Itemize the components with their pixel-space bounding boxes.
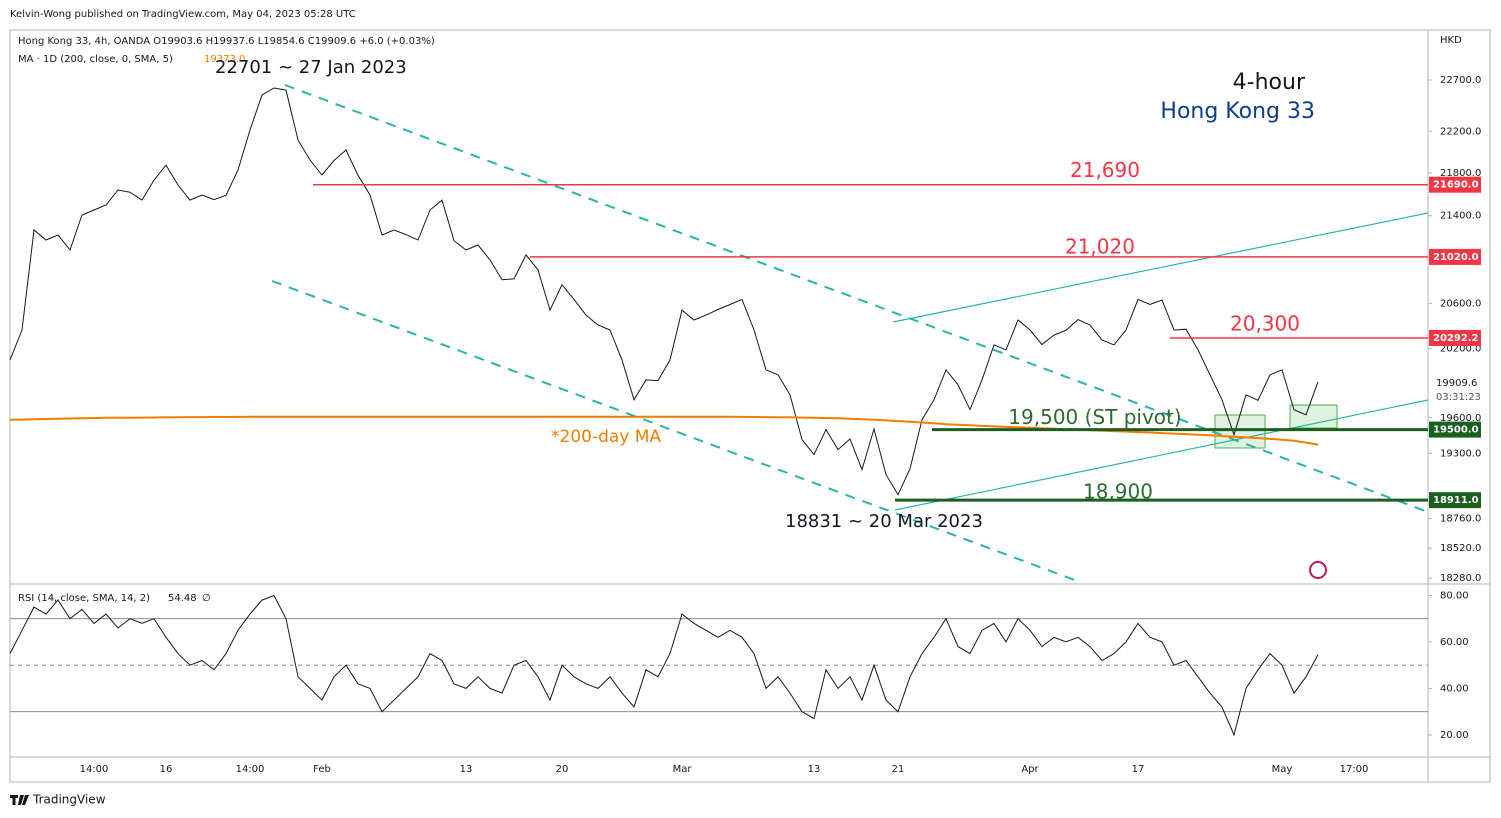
level-note: 18,900 <box>1083 480 1153 504</box>
brand: TradingView <box>32 793 106 807</box>
x-tick-label: 16 <box>160 764 173 775</box>
x-tick-label: Feb <box>313 764 331 775</box>
annotation: 18831 ~ 20 Mar 2023 <box>785 511 983 532</box>
rising-lower <box>894 399 1429 511</box>
frame <box>9 29 1491 783</box>
rsi-legend: RSI (14, close, SMA, 14, 2) <box>18 593 150 604</box>
y-tick-label: 80.00 <box>1440 590 1469 601</box>
level-note: 20,300 <box>1230 311 1300 335</box>
x-tick-label: Apr <box>1021 764 1039 775</box>
y-tick-label: 18760.0 <box>1440 514 1481 525</box>
x-tick-label: 17:00 <box>1340 764 1369 775</box>
y-tick-label: 22700.0 <box>1440 75 1481 86</box>
ma-legend: MA · 1D (200, close, 0, SMA, 5) <box>18 54 173 65</box>
level-badge <box>1429 421 1481 438</box>
x-tick-label: 14:00 <box>80 764 109 775</box>
brand-logo <box>10 795 29 805</box>
y-tick-label: 60.00 <box>1440 637 1469 648</box>
rsi-value: 54.48 <box>168 593 197 604</box>
y-tick-label: 19300.0 <box>1440 448 1481 459</box>
x-tick-label: 14:00 <box>236 764 265 775</box>
level-note: 21,690 <box>1070 158 1140 182</box>
channel-upper <box>284 84 1429 513</box>
symbol-legend: Hong Kong 33, 4h, OANDA O19903.6 H19937.… <box>18 36 435 47</box>
currency: HKD <box>1440 35 1462 46</box>
y-tick-label: 18520.0 <box>1440 543 1481 554</box>
x-tick-label: Mar <box>673 764 693 775</box>
series-line <box>9 594 1319 737</box>
byline: Kelvin-Wong published on TradingView.com… <box>10 9 356 20</box>
y-tick-label: 20.00 <box>1440 730 1469 741</box>
series-line <box>9 87 1319 496</box>
rising-channel <box>892 212 1429 511</box>
y-tick-label: 22200.0 <box>1440 126 1481 137</box>
channel <box>271 84 1429 583</box>
level-badge <box>1429 329 1481 346</box>
x-tick-label: May <box>1272 764 1293 775</box>
y-tick-label: 20600.0 <box>1440 298 1481 309</box>
y-tick-label: 21800.0 <box>1440 168 1481 179</box>
level-badge <box>1429 248 1481 265</box>
level-badge-label: 21020.0 <box>1433 252 1479 263</box>
x-tick-label: 17 <box>1132 764 1145 775</box>
y-tick-label: 18280.0 <box>1440 573 1481 584</box>
level-note: 19,500 (ST pivot) <box>1008 405 1181 429</box>
y-tick-label: 21400.0 <box>1440 211 1481 222</box>
event-icon[interactable] <box>1309 561 1327 579</box>
last-price: 19909.6 <box>1436 378 1477 389</box>
x-tick-label: 13 <box>460 764 473 775</box>
level-badge-label: 19500.0 <box>1433 425 1479 436</box>
ma-value: 19373.0 <box>204 54 245 65</box>
x-tick-label: 13 <box>808 764 821 775</box>
countdown: 03:31:23 <box>1436 392 1481 403</box>
level-note: 21,020 <box>1065 234 1135 258</box>
x-tick-label: 20 <box>556 764 569 775</box>
rising-upper <box>892 212 1429 323</box>
level-badge-label: 20292.2 <box>1433 333 1479 344</box>
highlight-box <box>1214 414 1266 449</box>
highlight-box <box>1289 404 1338 429</box>
title: Hong Kong 33 <box>1160 99 1315 124</box>
ma-annotation: *200-day MA <box>551 427 661 447</box>
level-badge <box>1429 492 1481 509</box>
y-tick-label: 40.00 <box>1440 683 1469 694</box>
level-badge-label: 18911.0 <box>1433 495 1479 506</box>
level-badge-label: 21690.0 <box>1433 180 1479 191</box>
rsi-flag: ∅ <box>202 593 211 604</box>
annotation: 22701 ~ 27 Jan 2023 <box>215 57 407 78</box>
y-tick-label: 20200.0 <box>1440 343 1481 354</box>
y-tick-label: 19600.0 <box>1440 413 1481 424</box>
x-tick-label: 21 <box>892 764 905 775</box>
subtitle: 4-hour <box>1233 70 1306 95</box>
level-badge <box>1429 176 1481 193</box>
